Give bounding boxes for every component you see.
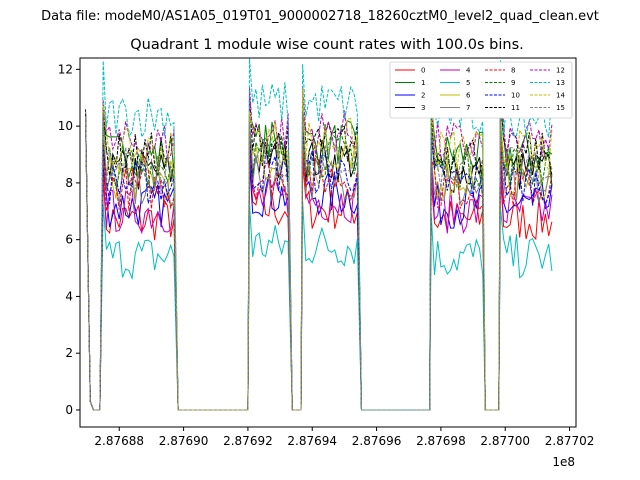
series-line-2 — [85, 110, 553, 411]
chart-title: Quadrant 1 module wise count rates with … — [130, 37, 524, 53]
legend-label-4: 4 — [466, 67, 471, 75]
x-tick-label: 2.87690 — [159, 434, 209, 448]
axes-frame — [79, 57, 577, 428]
legend-label-10: 10 — [511, 92, 520, 100]
legend-label-13: 13 — [556, 79, 565, 87]
legend-box — [389, 61, 573, 119]
x-tick-label: 2.87694 — [287, 434, 337, 448]
legend-label-11: 11 — [511, 104, 520, 112]
chart-suptitle: Data file: modeM0/AS1A05_019T01_90000027… — [41, 9, 599, 24]
legend-label-3: 3 — [421, 104, 425, 112]
x-tick-label: 2.87696 — [352, 434, 402, 448]
series-line-5 — [85, 111, 553, 411]
y-axis: 0 2 4 6 8 10 12 — [58, 62, 80, 417]
x-tick-label: 2.87698 — [416, 434, 466, 448]
series-line-4 — [85, 111, 553, 411]
series-line-15 — [85, 112, 553, 411]
legend-label-14: 14 — [556, 92, 565, 100]
y-tick-label: 4 — [65, 289, 73, 303]
series-line-6 — [85, 112, 553, 411]
legend-label-9: 9 — [511, 79, 515, 87]
x-tick-label: 2.87688 — [94, 434, 144, 448]
legend-label-8: 8 — [511, 67, 515, 75]
y-tick-label: 10 — [58, 119, 73, 133]
legend-label-1: 1 — [421, 79, 425, 87]
series-line-1 — [85, 101, 553, 411]
x-axis: 2.87688 2.87690 2.87692 2.87694 2.87696 2.876… — [94, 427, 594, 448]
y-tick-label: 6 — [65, 233, 73, 247]
x-offset-text: 1e8 — [552, 455, 575, 469]
legend-label-7: 7 — [466, 104, 470, 112]
y-tick-label: 12 — [58, 62, 73, 76]
x-tick-label: 2.87692 — [223, 434, 273, 448]
x-tick-label: 2.87700 — [480, 434, 530, 448]
series-line-3 — [85, 110, 553, 411]
y-tick-label: 8 — [65, 176, 73, 190]
legend-label-5: 5 — [466, 79, 470, 87]
y-tick-label: 2 — [65, 346, 73, 360]
legend-label-15: 15 — [556, 104, 565, 112]
legend-label-0: 0 — [421, 67, 425, 75]
x-tick-label: 2.87702 — [545, 434, 595, 448]
legend-label-2: 2 — [421, 92, 425, 100]
plot-area — [85, 58, 553, 411]
legend-label-12: 12 — [556, 67, 565, 75]
y-tick-label: 0 — [65, 403, 73, 417]
series-line-12 — [85, 86, 553, 411]
legend-label-6: 6 — [466, 92, 471, 100]
